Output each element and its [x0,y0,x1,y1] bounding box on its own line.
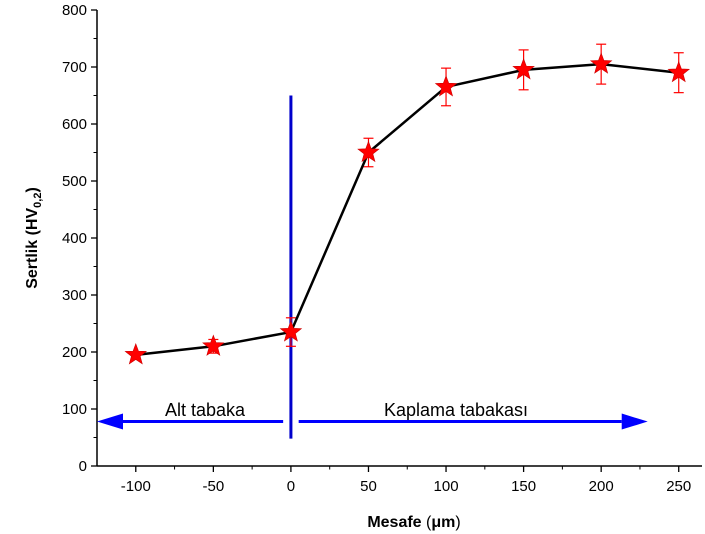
y-tick-label: 800 [62,2,87,19]
data-point-star [589,52,613,74]
x-axis-title: Mesafe (μm) [367,514,460,531]
data-point-star [512,57,535,80]
x-tick-label: 0 [287,478,295,495]
right-region-label: Kaplama tabakası [384,400,528,420]
x-tick-label: 150 [511,478,536,495]
x-tick-label: 50 [360,478,377,495]
y-tick-label: 200 [62,344,87,361]
data-point-star [667,60,691,83]
y-tick-label: 600 [62,116,87,133]
series-line [135,62,679,357]
x-tick-label: 200 [589,478,614,495]
y-tick-label: 400 [62,230,87,247]
left-region-arrow [97,413,284,430]
y-tick-label: 700 [62,59,87,76]
x-tick-label: 250 [666,478,691,495]
right-region-arrow-head [621,413,648,430]
left-region-label: Alt tabaka [165,400,246,420]
data-point-star [279,320,303,342]
x-tick-label: 100 [434,478,459,495]
right-region-arrow [298,413,648,430]
y-tick-label: 300 [62,287,87,304]
data-point-star [202,334,225,356]
y-axis-title: Sertlik (HV0,2) [24,187,44,289]
x-tick-label: -50 [203,478,225,495]
y-tick-label: 100 [62,401,87,418]
axes: 0 100 200 300 400 500 600 700 800 -100 -50 0 50 100 15… [62,2,702,495]
y-tick-label: 0 [79,458,87,475]
y-tick-label: 500 [62,173,87,190]
series-layer [124,43,691,365]
annotations: Alt tabaka Kaplama tabakası [97,95,648,439]
x-tick-label: -100 [121,478,151,495]
left-region-arrow-head [97,413,123,430]
axis-titles: Mesafe (μm) Sertlik (HV0,2) [24,187,461,531]
data-point-star [124,342,148,365]
data-point-star [434,75,458,97]
data-point-star [357,140,380,163]
